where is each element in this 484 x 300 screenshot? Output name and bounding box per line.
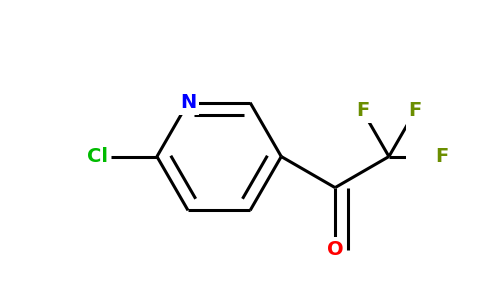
Text: N: N — [180, 93, 196, 112]
Text: F: F — [435, 147, 448, 166]
Text: F: F — [356, 101, 369, 120]
Text: O: O — [327, 240, 344, 259]
Text: F: F — [408, 101, 422, 120]
Text: Cl: Cl — [88, 147, 108, 166]
